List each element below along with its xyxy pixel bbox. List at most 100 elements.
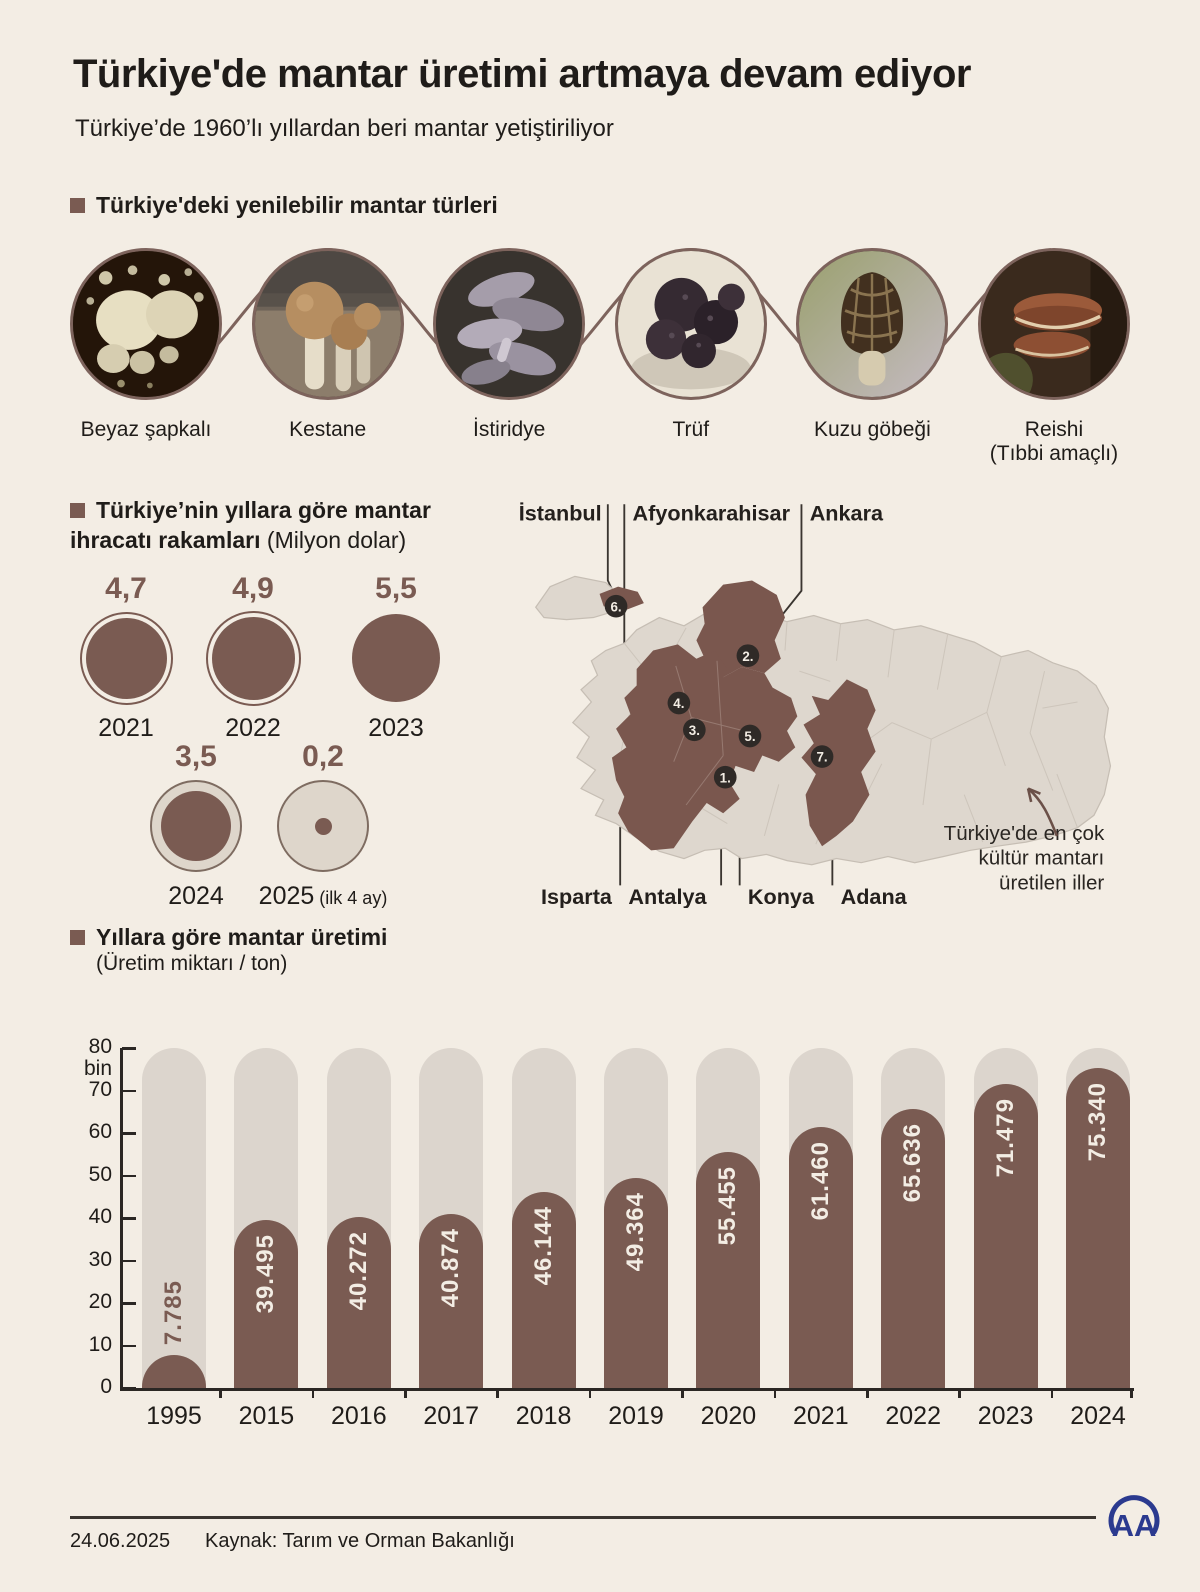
beyaz-sapkali-photo <box>70 248 222 400</box>
export-value: 4,9 <box>232 572 274 605</box>
istiridye-photo <box>433 248 586 400</box>
export-reference-circle <box>150 780 242 872</box>
x-axis-label: 2017 <box>423 1402 479 1430</box>
map-label-antalya: Antalya <box>628 884 707 908</box>
export-fill-circle <box>352 614 440 702</box>
bar-fill <box>881 1109 946 1388</box>
y-axis-tick <box>122 1302 136 1305</box>
species-sublabel: (Tıbbi amaçlı) <box>989 442 1119 465</box>
bar-fill <box>696 1152 761 1388</box>
bar-value-label: 61.460 <box>806 1141 834 1221</box>
map-label-ankara: Ankara <box>810 501 884 526</box>
x-axis-tick <box>588 1388 592 1398</box>
svg-text:4.: 4. <box>673 696 684 711</box>
chart-title: Yıllara göre mantar üretimi <box>96 924 388 950</box>
export-value: 5,5 <box>375 572 417 605</box>
species-item: Kestane <box>251 248 404 466</box>
map-marker-afyonkarahisar: 4. <box>667 691 691 715</box>
species-label: Beyaz şapkalı <box>80 418 212 441</box>
x-axis-label: 2024 <box>1070 1402 1126 1430</box>
bar-fill <box>1066 1068 1130 1388</box>
y-axis-label: 50 <box>88 1162 112 1186</box>
bar-1995: 7.785 <box>142 1048 206 1388</box>
bar-2024: 75.340 <box>1066 1048 1130 1388</box>
bar-fill <box>419 1214 484 1388</box>
bar-2015: 39.495 <box>234 1048 299 1388</box>
bar-fill <box>511 1192 576 1388</box>
x-axis-tick <box>404 1388 407 1398</box>
svg-text:2.: 2. <box>742 649 753 664</box>
bar-value-label: 39.495 <box>252 1234 280 1314</box>
x-axis-label: 2020 <box>700 1402 757 1430</box>
map-note-arrow-icon <box>1027 787 1059 837</box>
export-value: 4,7 <box>105 572 147 605</box>
export-reference-circle <box>277 780 369 872</box>
y-axis-label: 0 <box>100 1375 112 1398</box>
map-cluster-borders <box>673 660 761 806</box>
x-axis-label: 2019 <box>608 1402 664 1430</box>
bar-fill <box>604 1178 668 1388</box>
bar-value-label: 65.636 <box>899 1123 927 1203</box>
bar-value-label: 49.364 <box>622 1192 649 1272</box>
species-item: Kuzu göbeği <box>796 248 949 466</box>
bar-value-label: 7.785 <box>160 1279 187 1345</box>
svg-text:3.: 3. <box>689 723 700 738</box>
x-axis-tick <box>496 1388 499 1398</box>
svg-text:kültür mantarı: kültür mantarı <box>978 847 1104 870</box>
export-circle-2025: 0,2 2025 (ilk 4 ay) <box>248 740 398 911</box>
y-axis-label: 10 <box>88 1332 112 1356</box>
exports-heading: Türkiye’nin yıllara göre mantar ihracatı… <box>70 495 490 555</box>
page-title: Türkiye'de mantar üretimi artmaya devam … <box>73 52 972 96</box>
bar-value-label: 75.340 <box>1084 1082 1111 1162</box>
export-fill-circle <box>85 617 167 699</box>
export-circle-2021: 4,7 2021 <box>51 572 201 743</box>
y-axis-label: 80 bin <box>83 1035 112 1080</box>
aa-agency-logo: AA <box>1108 1495 1160 1543</box>
bar-track <box>142 1048 206 1388</box>
svg-text:üretilen iller: üretilen iller <box>999 871 1104 894</box>
x-axis-label: 2022 <box>885 1402 941 1430</box>
bar-2023: 71.479 <box>973 1048 1038 1388</box>
x-axis-label: 2023 <box>977 1402 1034 1430</box>
map-label-afyonkarahisar: Afyonkarahisar <box>633 501 791 526</box>
export-year: 2025 (ilk 4 ay) <box>258 882 388 910</box>
export-circle-2024: 3,5 2024 <box>121 740 271 911</box>
svg-text:Türkiye'de en çok: Türkiye'de en çok <box>944 822 1105 845</box>
y-axis-tick <box>122 1089 136 1092</box>
section-bullet-icon <box>70 503 85 518</box>
footer-divider <box>70 1516 1096 1519</box>
turkey-map: 1. 2. 3. 4. 5. 6. <box>519 501 1112 908</box>
y-axis-tick <box>122 1174 136 1177</box>
bar-value-label: 40.874 <box>437 1228 465 1308</box>
species-row: Beyaz şapkalı Kestane <box>70 248 1130 466</box>
y-axis-tick <box>122 1344 136 1347</box>
export-circle-2023: 5,5 2023 <box>321 572 471 743</box>
map-label-isparta: Isparta <box>541 884 613 908</box>
production-bar-chart: 0 10 20 30 40 50 60 70 80 bin 7.785 1995 39.495 2015 4… <box>0 1036 1200 1470</box>
x-axis-label: 2021 <box>792 1402 849 1430</box>
map-markers: 1. 2. 3. 4. 5. 6. <box>604 594 834 789</box>
export-circle-2022: 4,9 2022 <box>178 572 328 743</box>
footer-date: 24.06.2025 <box>70 1530 171 1552</box>
export-year: 2022 <box>225 714 281 742</box>
svg-text:6.: 6. <box>610 599 621 614</box>
y-axis-label: 30 <box>88 1247 112 1271</box>
export-year: 2024 <box>168 882 224 910</box>
x-axis-tick <box>219 1388 222 1398</box>
svg-text:AA: AA <box>1112 1508 1157 1543</box>
species-item: Trüf <box>614 248 767 466</box>
x-axis-tick <box>958 1388 961 1398</box>
reishi-photo <box>977 248 1130 400</box>
bar-2016: 40.272 <box>326 1048 391 1388</box>
x-axis-tick <box>311 1388 315 1398</box>
x-axis-label: 1995 <box>146 1402 202 1430</box>
species-heading: Türkiye'deki yenilebilir mantar türleri <box>70 190 498 220</box>
exports-heading-bold: Türkiye’nin yıllara göre mantar ihracatı… <box>70 497 431 553</box>
species-label: Kestane <box>289 418 367 441</box>
species-label: İstiridye <box>473 418 546 441</box>
kestane-photo <box>251 248 404 400</box>
bar-fill <box>326 1217 391 1388</box>
map-marker-antalya: 1. <box>713 765 737 789</box>
map-note: Türkiye'de en çok kültür mantarı üretile… <box>944 787 1105 894</box>
